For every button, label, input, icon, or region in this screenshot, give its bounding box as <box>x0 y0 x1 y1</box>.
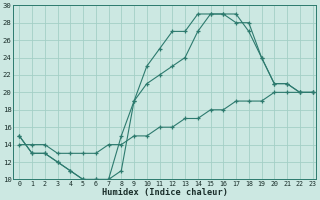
X-axis label: Humidex (Indice chaleur): Humidex (Indice chaleur) <box>102 188 228 197</box>
